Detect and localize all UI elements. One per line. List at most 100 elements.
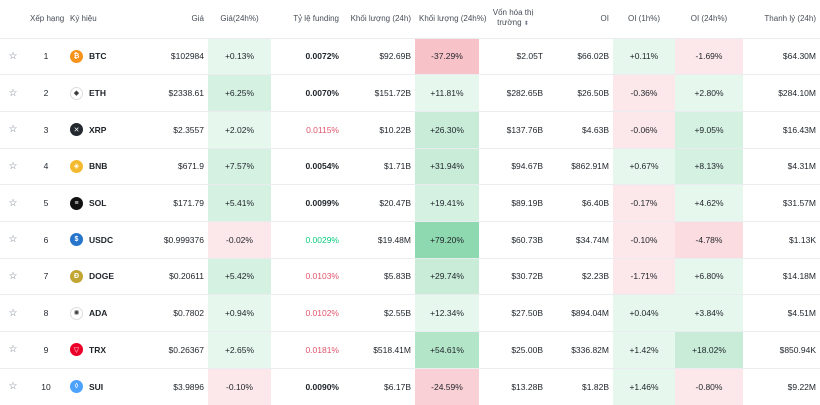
liquidation-cell: $31.57M <box>743 184 820 222</box>
oi-24h-cell: +2.80% <box>675 74 743 112</box>
table-row[interactable]: ☆ 9 ▽ TRX $0.26367 +2.65% 0.0181% $518.41M +54.6… <box>0 331 820 369</box>
volume-change-cell: +31.94% <box>415 147 479 185</box>
coin-cell[interactable]: ◈ BNB <box>70 159 142 173</box>
favorite-star-icon[interactable]: ☆ <box>8 381 18 393</box>
price-cell: $0.999376 <box>146 220 208 259</box>
oi-cell: $34.74M <box>547 220 613 259</box>
funding-cell: 0.0054% <box>271 147 343 185</box>
funding-cell: 0.0072% <box>271 37 343 75</box>
volume-cell: $92.69B <box>343 37 415 75</box>
liquidation-cell: $9.22M <box>743 367 820 405</box>
table-row[interactable]: ☆ 1 ₿ BTC $102984 +0.13% 0.0072% $92.69B -37.29%… <box>0 37 820 75</box>
price-cell: $102984 <box>146 37 208 75</box>
volume-change-cell: -37.29% <box>415 37 479 75</box>
rank-cell: 4 <box>26 147 66 185</box>
funding-cell: 0.0181% <box>271 331 343 369</box>
oi-24h-header[interactable]: OI (24h%) <box>690 14 728 24</box>
price-cell: $0.26367 <box>146 331 208 369</box>
price-cell: $671.9 <box>146 147 208 185</box>
favorite-header <box>0 0 26 38</box>
rank-cell: 3 <box>26 110 66 149</box>
rank-cell: 8 <box>26 294 66 332</box>
favorite-star-icon[interactable]: ☆ <box>8 307 18 319</box>
ethereum-icon: ◆ <box>70 86 83 100</box>
favorite-star-icon[interactable]: ☆ <box>8 270 18 282</box>
change-cell: +6.25% <box>208 74 271 112</box>
table-row[interactable]: ☆ 4 ◈ BNB $671.9 +7.57% 0.0054% $1.71B +31.94% $9… <box>0 147 820 185</box>
coin-symbol: DOGE <box>89 271 115 282</box>
volume-change-header[interactable]: Khối lượng (24h%) <box>419 14 487 24</box>
volume-cell: $20.47B <box>343 184 415 222</box>
oi-cell: $894.04M <box>547 294 613 332</box>
oi-1h-cell: +1.42% <box>613 331 675 369</box>
oi-1h-cell: +0.11% <box>613 37 675 75</box>
volume-header[interactable]: Khối lượng (24h) <box>350 14 411 24</box>
funding-cell: 0.0070% <box>271 74 343 112</box>
favorite-star-icon[interactable]: ☆ <box>8 197 18 209</box>
price-cell: $2.3557 <box>146 110 208 149</box>
funding-cell: 0.0115% <box>271 110 343 149</box>
price-cell: $171.79 <box>146 184 208 222</box>
favorite-star-icon[interactable]: ☆ <box>8 87 18 99</box>
price-cell: $3.9896 <box>146 367 208 405</box>
coin-cell[interactable]: ≡ SOL <box>70 196 142 210</box>
change-cell: +0.13% <box>208 37 271 75</box>
rank-cell: 6 <box>26 220 66 259</box>
coin-symbol: SUI <box>89 381 104 392</box>
tron-icon: ▽ <box>70 343 83 357</box>
market-cap-cell: $27.50B <box>479 294 547 332</box>
favorite-star-icon[interactable]: ☆ <box>8 124 18 136</box>
volume-change-cell: +79.20% <box>415 220 479 259</box>
table-row[interactable]: ☆ 10 ◊ SUI $3.9896 -0.10% 0.0090% $6.17B -24.59%… <box>0 367 820 405</box>
volume-change-cell: +29.74% <box>415 257 479 295</box>
market-cap-header[interactable]: Vốn hóa thị trường ⬍ <box>479 0 547 38</box>
coin-cell[interactable]: ✺ ADA <box>70 306 142 320</box>
liquidation-cell: $284.10M <box>743 74 820 112</box>
funding-cell: 0.0099% <box>271 184 343 222</box>
funding-header[interactable]: Tỷ lệ funding <box>293 14 339 24</box>
table-row[interactable]: ☆ 7 Ð DOGE $0.20611 +5.42% 0.0103% $5.83B +29.74… <box>0 257 820 295</box>
coin-cell[interactable]: $ USDC <box>70 233 142 247</box>
coin-cell[interactable]: Ð DOGE <box>70 269 142 283</box>
oi-header[interactable]: OI <box>600 14 609 24</box>
favorite-star-icon[interactable]: ☆ <box>8 50 18 62</box>
cardano-icon: ✺ <box>70 306 83 320</box>
favorite-star-icon[interactable]: ☆ <box>8 344 18 356</box>
coin-symbol: USDC <box>89 234 114 245</box>
table-row[interactable]: ☆ 5 ≡ SOL $171.79 +5.41% 0.0099% $20.47B +19.41%… <box>0 184 820 222</box>
favorite-star-icon[interactable]: ☆ <box>8 234 18 246</box>
volume-change-cell: +26.30% <box>415 110 479 149</box>
oi-1h-cell: +0.04% <box>613 294 675 332</box>
liquidation-header[interactable]: Thanh lý (24h) <box>764 14 816 24</box>
oi-24h-cell: -1.69% <box>675 37 743 75</box>
funding-cell: 0.0103% <box>271 257 343 295</box>
change-header[interactable]: Giá(24h%) <box>220 14 259 24</box>
coin-cell[interactable]: ◆ ETH <box>70 86 142 100</box>
sort-icon[interactable]: ⬍ <box>523 21 529 28</box>
coin-cell[interactable]: ✕ XRP <box>70 123 142 137</box>
oi-24h-cell: +9.05% <box>675 110 743 149</box>
volume-change-cell: +11.81% <box>415 74 479 112</box>
symbol-header[interactable]: Ký hiệu <box>70 14 97 24</box>
rank-header[interactable]: Xếp hạng <box>30 14 65 24</box>
change-cell: +0.94% <box>208 294 271 332</box>
volume-cell: $1.71B <box>343 147 415 185</box>
volume-cell: $2.55B <box>343 294 415 332</box>
coin-cell[interactable]: ◊ SUI <box>70 380 142 394</box>
table-row[interactable]: ☆ 8 ✺ ADA $0.7802 +0.94% 0.0102% $2.55B +12.34% $… <box>0 294 820 332</box>
rank-cell: 2 <box>26 74 66 112</box>
table-row[interactable]: ☆ 6 $ USDC $0.999376 -0.02% 0.0029% $19.48M +79.… <box>0 220 820 259</box>
coin-cell[interactable]: ▽ TRX <box>70 343 142 357</box>
table-row[interactable]: ☆ 2 ◆ ETH $2338.61 +6.25% 0.0070% $151.72B +11.8… <box>0 74 820 112</box>
volume-cell: $518.41M <box>343 331 415 369</box>
coin-cell[interactable]: ₿ BTC <box>70 49 142 63</box>
oi-1h-header[interactable]: OI (1h%) <box>627 14 660 24</box>
price-header[interactable]: Giá <box>191 14 204 24</box>
volume-change-cell: -24.59% <box>415 367 479 405</box>
favorite-star-icon[interactable]: ☆ <box>8 160 18 172</box>
market-cap-cell: $2.05T <box>479 37 547 75</box>
volume-cell: $19.48M <box>343 220 415 259</box>
dogecoin-icon: Ð <box>70 269 83 283</box>
table-row[interactable]: ☆ 3 ✕ XRP $2.3557 +2.02% 0.0115% $10.22B +26.30%… <box>0 110 820 149</box>
liquidation-cell: $4.51M <box>743 294 820 332</box>
